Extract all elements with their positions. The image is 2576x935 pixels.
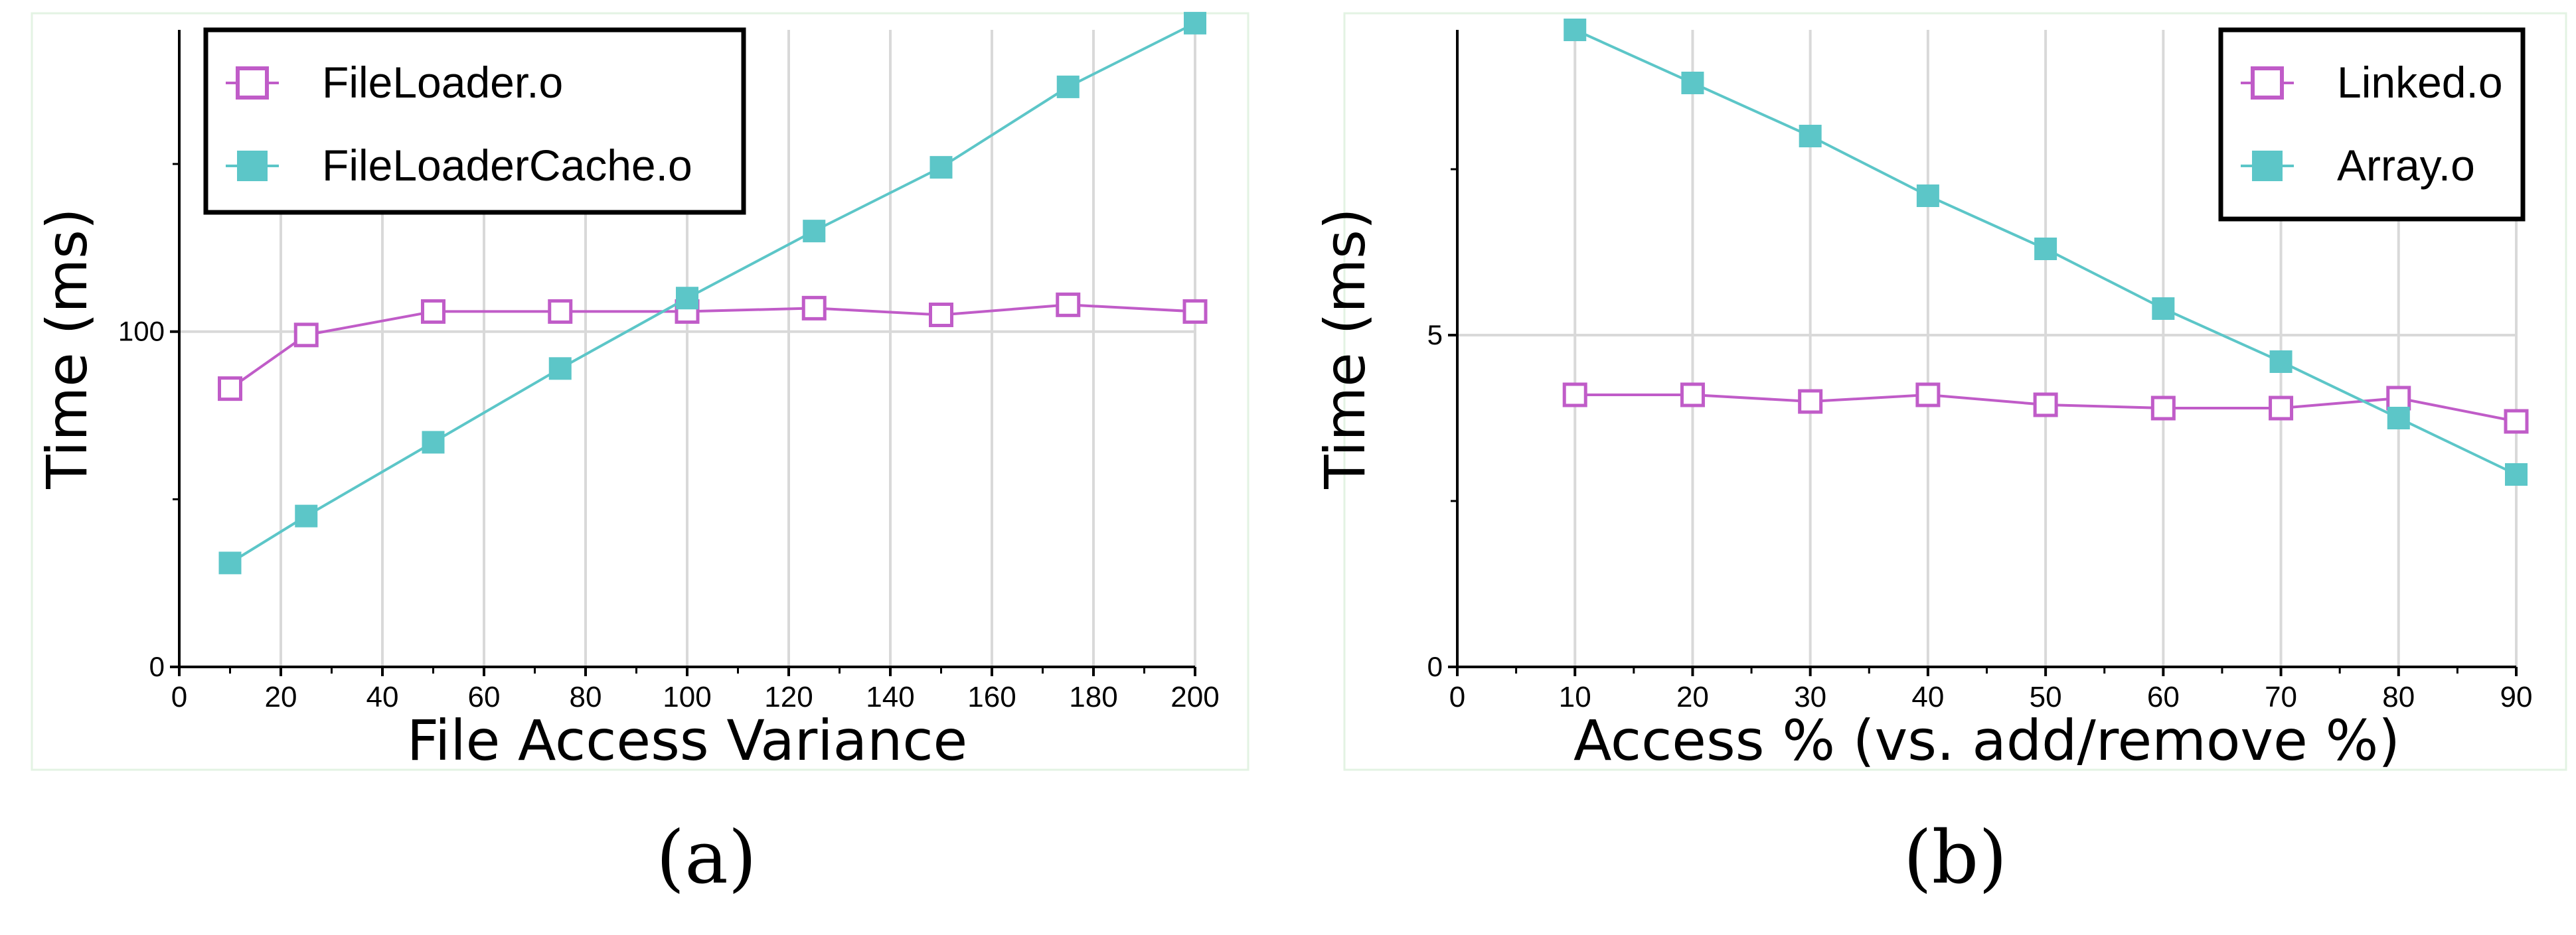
panel-b-series-1-point — [2034, 238, 2057, 260]
panel-a-series-1-point — [676, 287, 698, 310]
panel-b-series-1-point — [2269, 350, 2293, 373]
panel-a-x-tick-label: 160 — [967, 681, 1016, 713]
panel-a-legend — [203, 27, 746, 215]
panel-b-series-0-point — [1562, 382, 1587, 407]
panel-a-y-tick-label: 100 — [118, 316, 165, 347]
panel-a-series-0-point — [548, 299, 573, 324]
panel-b-series-0-point — [2504, 409, 2529, 434]
panel-a-legend-label-0: FileLoader.o — [322, 58, 563, 107]
panel-a-series-0-point — [218, 376, 242, 401]
chart-panel-b: 0 10 20 30 40 50 60 70 80 90 0 5 Access % (vs. add/r… — [1313, 12, 2567, 900]
panel-a-series-0-point — [929, 302, 953, 327]
panel-b-x-tick-label: 80 — [2382, 681, 2415, 713]
panel-b-legend-label-1: Array.o — [2337, 141, 2475, 190]
panel-b-series-0-point — [2386, 386, 2411, 411]
panel-b-x-tick-label: 50 — [2030, 681, 2062, 713]
panel-b-legend-label-0: Linked.o — [2337, 58, 2503, 107]
panel-b-legend-marker-1 — [2252, 151, 2283, 181]
panel-b-x-tick-label: 10 — [1559, 681, 1591, 713]
panel-a-series-1-point — [1184, 11, 1206, 35]
panel-a-series-1-point — [1056, 75, 1080, 98]
panel-a-series-0-point — [293, 323, 319, 348]
panel-a-caption: (a) — [656, 815, 756, 900]
panel-a-series-0-point — [1182, 299, 1208, 324]
panel-a-frame — [31, 12, 1249, 771]
panel-a-series-0-point — [801, 295, 827, 321]
panel-a-legend-marker-1 — [237, 151, 268, 181]
panel-a-series-line-0 — [229, 303, 1196, 390]
panel-b-legend — [2218, 27, 2526, 222]
panel-a-x-tick-label: 60 — [468, 681, 501, 713]
panel-b-series-1-point — [1564, 19, 1587, 41]
panel-a-series-0-point — [1056, 292, 1081, 317]
panel-b-x-tick-label: 70 — [2265, 681, 2297, 713]
panel-a-x-tick-label: 200 — [1170, 681, 1219, 713]
panel-b-series-0-point — [2150, 396, 2176, 421]
panel-b-series-0-point — [1680, 382, 1705, 407]
panel-a-series-1-point — [548, 357, 572, 380]
panel-a-y-tick-label: 0 — [149, 651, 165, 682]
panel-b-x-tick-label: 0 — [1449, 681, 1465, 713]
panel-b-x-tick-label: 40 — [1911, 681, 1944, 713]
panel-b-series-1-point — [2505, 463, 2528, 486]
panel-a-x-tick-label: 20 — [265, 681, 297, 713]
panel-b-x-tick-label: 30 — [1794, 681, 1826, 713]
panel-b-y-axis-label: Time (ms) — [1313, 208, 1378, 489]
panel-b-x-axis-label: Access % (vs. add/remove %) — [1573, 708, 2400, 773]
panel-a-series-1-point — [929, 156, 953, 179]
panel-a-x-tick-label: 140 — [866, 681, 914, 713]
panel-b-x-tick-label: 20 — [1676, 681, 1709, 713]
panel-b-series-1-point — [1799, 125, 1822, 147]
panel-b-series-1-point — [2387, 407, 2410, 429]
panel-b-frame — [1343, 12, 2567, 771]
panel-a-series-0-point — [421, 299, 445, 324]
panel-a-legend-label-1: FileLoaderCache.o — [322, 141, 692, 190]
panel-a-legend-marker-0 — [236, 66, 269, 100]
panel-a-x-tick-label: 80 — [570, 681, 602, 713]
panel-b-series-0-point — [1915, 382, 1941, 407]
panel-a-series-1-point — [422, 431, 445, 454]
panel-b-series-0-point — [1798, 389, 1823, 414]
panel-a-series-1-point — [295, 504, 318, 528]
panel-a-x-tick-label: 100 — [663, 681, 711, 713]
panel-b-legend-marker-0 — [2251, 66, 2284, 100]
panel-a-x-tick-label: 120 — [764, 681, 813, 713]
panel-b-series-0-point — [2033, 392, 2058, 417]
panel-a-x-tick-label: 180 — [1069, 681, 1117, 713]
panel-a-y-axis-label: Time (ms) — [35, 208, 100, 489]
panel-b-y-tick-label: 5 — [1427, 319, 1443, 350]
panel-a-x-tick-label: 0 — [171, 681, 187, 713]
panel-a-series-1-point — [803, 220, 826, 243]
panel-b-y-tick-label: 0 — [1427, 651, 1443, 682]
panel-a-x-tick-label: 40 — [366, 681, 399, 713]
panel-b-x-tick-label: 90 — [2500, 681, 2533, 713]
panel-b-series-0-point — [2269, 396, 2294, 421]
panel-b-series-1-point — [1681, 72, 1704, 94]
panel-b-series-1-point — [1916, 184, 1939, 207]
panel-b-x-tick-label: 60 — [2147, 681, 2180, 713]
panel-a-series-1-point — [218, 551, 242, 575]
panel-a-x-axis-label: File Access Variance — [407, 708, 967, 773]
panel-b-caption: (b) — [1903, 815, 2007, 900]
panel-b-series-1-point — [2152, 297, 2175, 320]
